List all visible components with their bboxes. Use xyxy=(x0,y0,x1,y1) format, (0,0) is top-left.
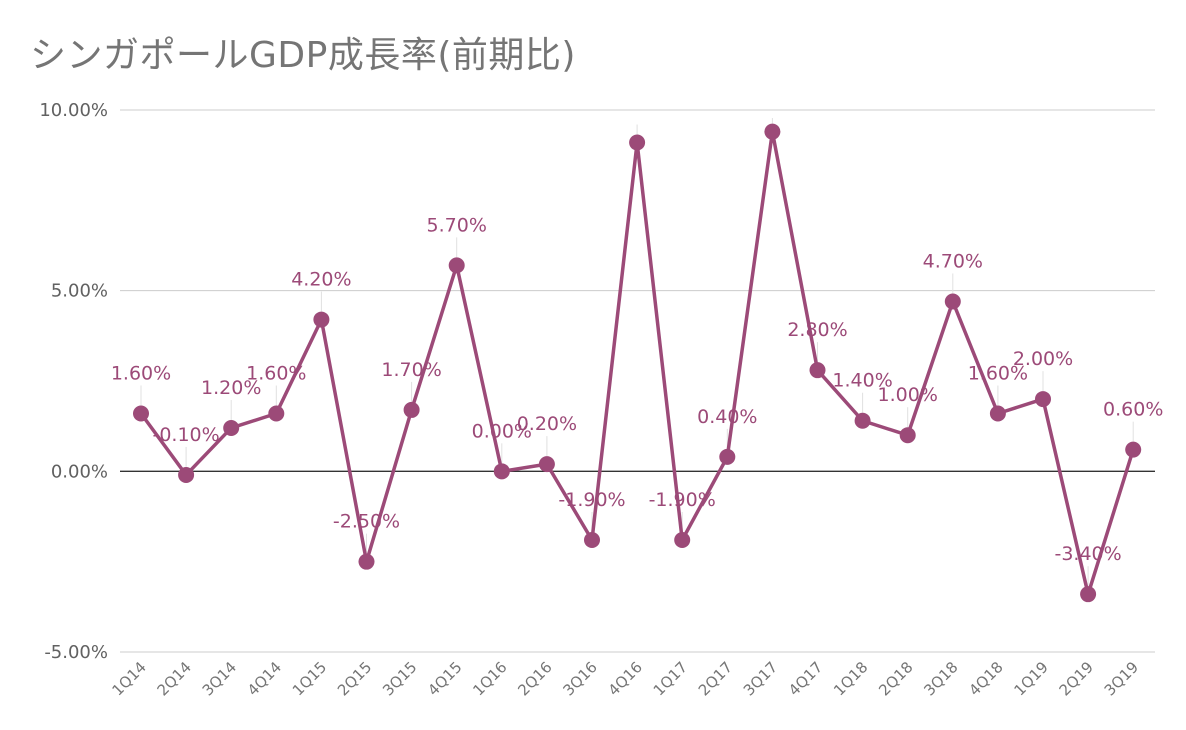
x-tick-label: 3Q18 xyxy=(920,658,961,699)
x-axis-ticks: 1Q14 2Q14 3Q14 4Q14 1Q15 2Q15 3Q15 4Q15 1Q16 2Q16… xyxy=(109,658,1143,699)
data-point xyxy=(448,257,465,274)
x-tick-label: 4Q18 xyxy=(965,658,1006,699)
data-point xyxy=(403,401,420,418)
data-point xyxy=(764,123,781,140)
data-point xyxy=(629,134,646,151)
y-tick-label: 5.00% xyxy=(51,281,108,302)
x-tick-label: 2Q16 xyxy=(514,658,555,699)
data-label: 4.70% xyxy=(923,251,983,273)
x-tick-label: 1Q14 xyxy=(109,658,150,699)
data-label: -1.90% xyxy=(649,489,716,511)
data-point xyxy=(944,293,961,310)
data-point xyxy=(809,362,826,379)
label-leaders xyxy=(140,118,1134,587)
data-point xyxy=(538,456,555,473)
data-labels: 1.60%-0.10%1.20%1.60%4.20%-2.50%1.70%5.7… xyxy=(111,214,1164,565)
data-point xyxy=(899,427,916,444)
data-point xyxy=(133,405,149,422)
data-label: 1.20% xyxy=(201,377,261,399)
x-tick-label: 4Q16 xyxy=(605,658,646,699)
x-tick-label: 4Q14 xyxy=(244,658,285,699)
x-tick-label: 3Q16 xyxy=(560,658,601,699)
x-tick-label: 3Q17 xyxy=(740,658,781,699)
data-label: 0.00% xyxy=(472,420,532,442)
x-tick-label: 1Q15 xyxy=(289,658,330,699)
y-tick-label: -5.00% xyxy=(44,642,108,663)
chart-title: シンガポールGDP成長率(前期比) xyxy=(30,35,576,76)
data-label: 1.70% xyxy=(381,359,441,381)
data-label: 1.00% xyxy=(878,384,938,406)
data-label: 2.00% xyxy=(1013,348,1073,370)
x-tick-label: 2Q15 xyxy=(334,658,375,699)
data-label: 1.40% xyxy=(832,370,892,392)
data-points xyxy=(133,123,1142,603)
x-tick-label: 4Q17 xyxy=(785,658,826,699)
data-point xyxy=(719,448,736,465)
data-label: 0.40% xyxy=(697,406,757,428)
x-tick-label: 3Q14 xyxy=(199,658,240,699)
data-label: -2.50% xyxy=(333,511,400,533)
x-tick-label: 4Q15 xyxy=(424,658,465,699)
data-label: 0.20% xyxy=(517,413,577,435)
x-tick-label: 2Q19 xyxy=(1056,658,1097,699)
x-tick-label: 2Q18 xyxy=(875,658,916,699)
data-label: -3.40% xyxy=(1054,543,1121,565)
data-point xyxy=(358,553,375,570)
data-point xyxy=(584,531,600,548)
x-tick-label: 3Q19 xyxy=(1101,658,1142,699)
data-point xyxy=(674,531,691,548)
data-point xyxy=(313,311,330,328)
x-tick-label: 1Q19 xyxy=(1011,658,1052,699)
x-tick-label: 1Q17 xyxy=(650,658,691,699)
data-label: 4.20% xyxy=(291,269,351,291)
data-label: 5.70% xyxy=(427,214,487,236)
x-tick-label: 2Q14 xyxy=(154,658,195,699)
data-point xyxy=(989,405,1006,422)
data-label: 1.60% xyxy=(111,363,171,385)
y-tick-label: 0.00% xyxy=(51,461,108,482)
data-label: 2.80% xyxy=(787,319,847,341)
data-label: -1.90% xyxy=(558,489,625,511)
data-point xyxy=(1125,441,1142,458)
data-label: 0.60% xyxy=(1103,399,1163,421)
x-tick-label: 1Q18 xyxy=(830,658,871,699)
data-point xyxy=(178,466,195,483)
data-point xyxy=(223,419,240,436)
data-label: -0.10% xyxy=(152,424,219,446)
data-point xyxy=(493,463,510,480)
x-tick-label: 1Q16 xyxy=(469,658,510,699)
data-point xyxy=(1080,586,1097,603)
y-tick-label: 10.00% xyxy=(39,100,108,121)
gridlines xyxy=(120,109,1155,653)
data-label: 1.60% xyxy=(246,363,306,385)
data-point xyxy=(1035,391,1051,408)
data-point xyxy=(854,412,871,429)
data-label: 1.60% xyxy=(968,363,1028,385)
x-tick-label: 3Q15 xyxy=(379,658,420,699)
x-tick-label: 2Q17 xyxy=(695,658,736,699)
data-point xyxy=(268,405,285,422)
y-axis-ticks: -5.00% 0.00% 5.00% 10.00% xyxy=(39,100,108,663)
